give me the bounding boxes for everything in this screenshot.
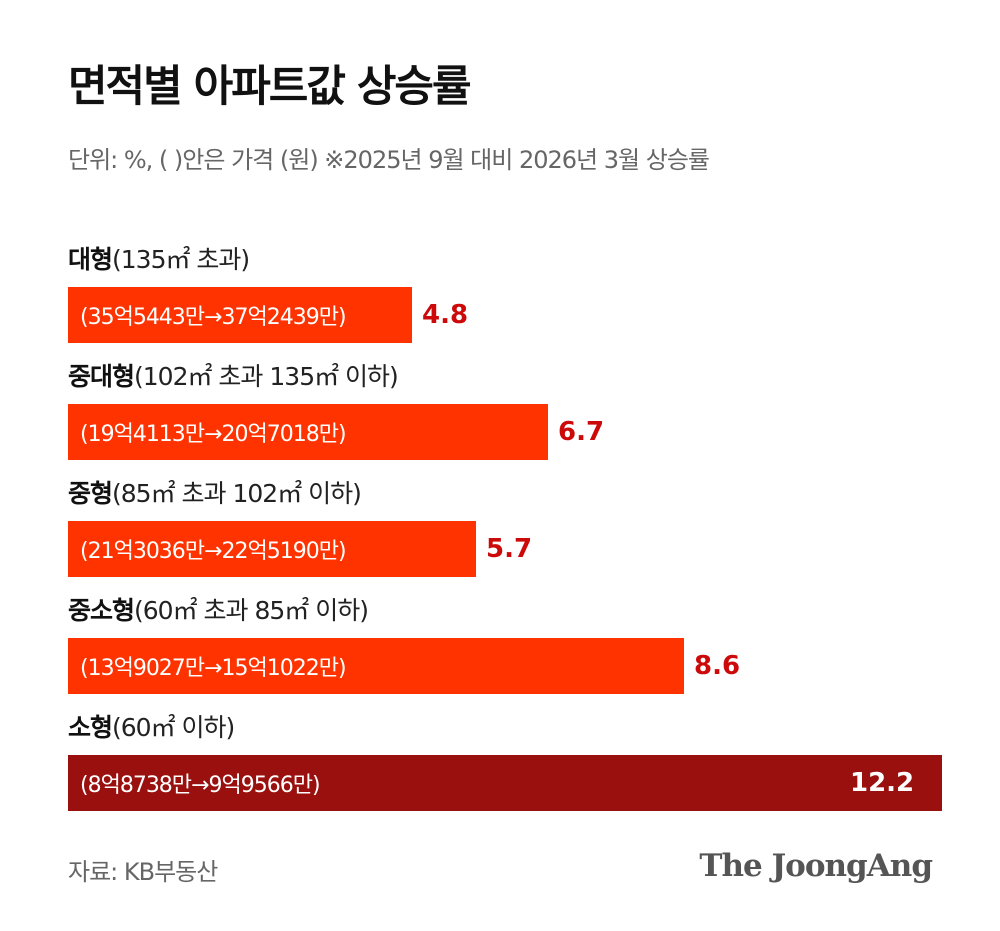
category-label: 중대형(102㎡ 초과 135㎡ 이하) — [68, 360, 399, 394]
chart-row: 중형(85㎡ 초과 102㎡ 이하) (21억3036만→22억5190만) 5… — [68, 477, 532, 577]
bar: (35억5443만→37억2439만) — [68, 287, 412, 343]
chart-row: 소형(60㎡ 이하) (8억8738만→9억9566만) 12.2 — [68, 711, 942, 811]
value-label: 4.8 — [422, 300, 469, 330]
category-range: (60㎡ 초과 85㎡ 이하) — [134, 596, 369, 625]
bar: (21억3036만→22억5190만) — [68, 521, 476, 577]
category-name: 중형 — [68, 479, 113, 508]
category-name: 중소형 — [68, 596, 135, 625]
chart-row: 대형(135㎡ 초과) (35억5443만→37억2439만) 4.8 — [68, 243, 468, 343]
category-name: 중대형 — [68, 362, 135, 391]
category-range: (85㎡ 초과 102㎡ 이하) — [112, 479, 362, 508]
category-range: (135㎡ 초과) — [112, 245, 250, 274]
chart-title: 면적별 아파트값 상승률 — [68, 62, 472, 112]
bar: (19억4113만→20억7018만) — [68, 404, 548, 460]
value-label: 12.2 — [850, 768, 915, 798]
chart-row: 중대형(102㎡ 초과 135㎡ 이하) (19억4113만→20억7018만)… — [68, 360, 604, 460]
category-label: 대형(135㎡ 초과) — [68, 243, 250, 277]
bar: (13억9027만→15억1022만) — [68, 638, 684, 694]
bar-track: (19억4113만→20억7018만) 6.7 — [68, 404, 604, 460]
category-label: 중소형(60㎡ 초과 85㎡ 이하) — [68, 594, 369, 628]
price-label: (21억3036만→22억5190만) — [80, 539, 347, 564]
category-label: 소형(60㎡ 이하) — [68, 711, 235, 745]
source-note: 자료: KB부동산 — [68, 858, 218, 886]
category-range: (60㎡ 이하) — [112, 713, 235, 742]
price-label: (35억5443만→37억2439만) — [80, 305, 347, 330]
bar-track: (21억3036만→22억5190만) 5.7 — [68, 521, 532, 577]
bar-track: (8억8738만→9억9566만) 12.2 — [68, 755, 942, 811]
price-label: (13억9027만→15억1022만) — [80, 656, 347, 681]
value-label: 5.7 — [486, 534, 533, 564]
category-name: 대형 — [68, 245, 113, 274]
category-name: 소형 — [68, 713, 113, 742]
category-range: (102㎡ 초과 135㎡ 이하) — [134, 362, 399, 391]
chart-subtitle: 단위: %, ( )안은 가격 (원) ※2025년 9월 대비 2026년 3… — [68, 146, 710, 174]
category-label: 중형(85㎡ 초과 102㎡ 이하) — [68, 477, 362, 511]
price-label: (19억4113만→20억7018만) — [80, 422, 347, 447]
price-label: (8억8738만→9억9566만) — [80, 773, 321, 798]
value-label: 8.6 — [694, 651, 741, 681]
value-label: 6.7 — [558, 417, 605, 447]
bar: (8억8738만→9억9566만) — [68, 755, 942, 811]
bar-track: (13억9027만→15억1022만) 8.6 — [68, 638, 740, 694]
bar-track: (35억5443만→37억2439만) 4.8 — [68, 287, 468, 343]
publisher-logo: The JoongAng — [699, 848, 933, 884]
chart-row: 중소형(60㎡ 초과 85㎡ 이하) (13억9027만→15억1022만) 8… — [68, 594, 740, 694]
